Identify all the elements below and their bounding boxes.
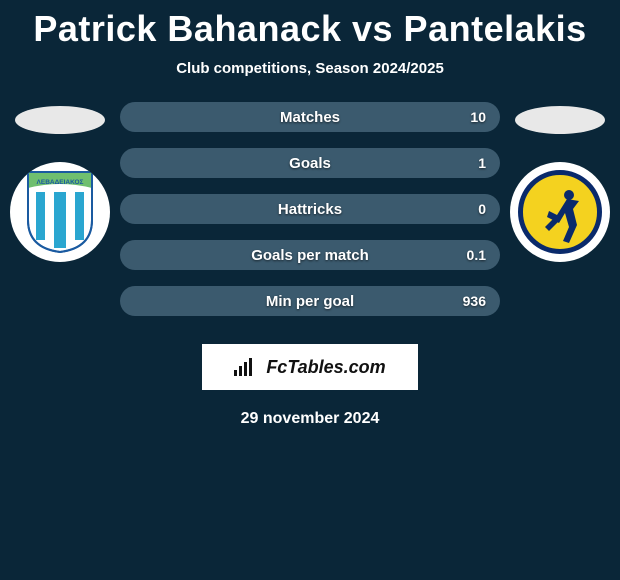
stat-value-right: 10 <box>470 109 486 125</box>
stat-row: Goals 1 <box>120 148 500 178</box>
left-club-crest: ΛΕΒΑΔΕΙΑΚΟΣ <box>10 162 110 262</box>
stat-value-right: 936 <box>463 293 486 309</box>
page-subtitle: Club competitions, Season 2024/2025 <box>0 60 620 77</box>
stat-label: Matches <box>120 109 500 126</box>
stat-value-right: 0.1 <box>467 247 486 263</box>
stat-label: Goals <box>120 155 500 172</box>
stat-value-right: 1 <box>478 155 486 171</box>
stat-value-right: 0 <box>478 201 486 217</box>
stat-row: Hattricks 0 <box>120 194 500 224</box>
page-root: Patrick Bahanack vs Pantelakis Club comp… <box>0 0 620 580</box>
comparison-row: ΛΕΒΑΔΕΙΑΚΟΣ <box>0 102 620 316</box>
right-club-crest <box>510 162 610 262</box>
stats-column: Matches 10 Goals 1 Hattricks 0 Goals per… <box>120 102 500 316</box>
brand-bars-icon <box>234 358 258 376</box>
stat-label: Goals per match <box>120 247 500 264</box>
right-player-silhouette <box>515 106 605 134</box>
brand-text: FcTables.com <box>266 357 385 378</box>
stat-row: Min per goal 936 <box>120 286 500 316</box>
panetolikos-crest-icon <box>518 170 602 254</box>
levadiakos-crest-icon: ΛΕΒΑΔΕΙΑΚΟΣ <box>24 170 96 254</box>
stat-row: Goals per match 0.1 <box>120 240 500 270</box>
left-player-column: ΛΕΒΑΔΕΙΑΚΟΣ <box>0 102 120 262</box>
date-label: 29 november 2024 <box>0 410 620 428</box>
crest-left-label: ΛΕΒΑΔΕΙΑΚΟΣ <box>37 179 84 186</box>
stat-label: Min per goal <box>120 293 500 310</box>
brand-attribution[interactable]: FcTables.com <box>202 344 418 390</box>
stat-row: Matches 10 <box>120 102 500 132</box>
right-player-column <box>500 102 620 262</box>
page-title: Patrick Bahanack vs Pantelakis <box>0 0 620 50</box>
left-player-silhouette <box>15 106 105 134</box>
stat-label: Hattricks <box>120 201 500 218</box>
